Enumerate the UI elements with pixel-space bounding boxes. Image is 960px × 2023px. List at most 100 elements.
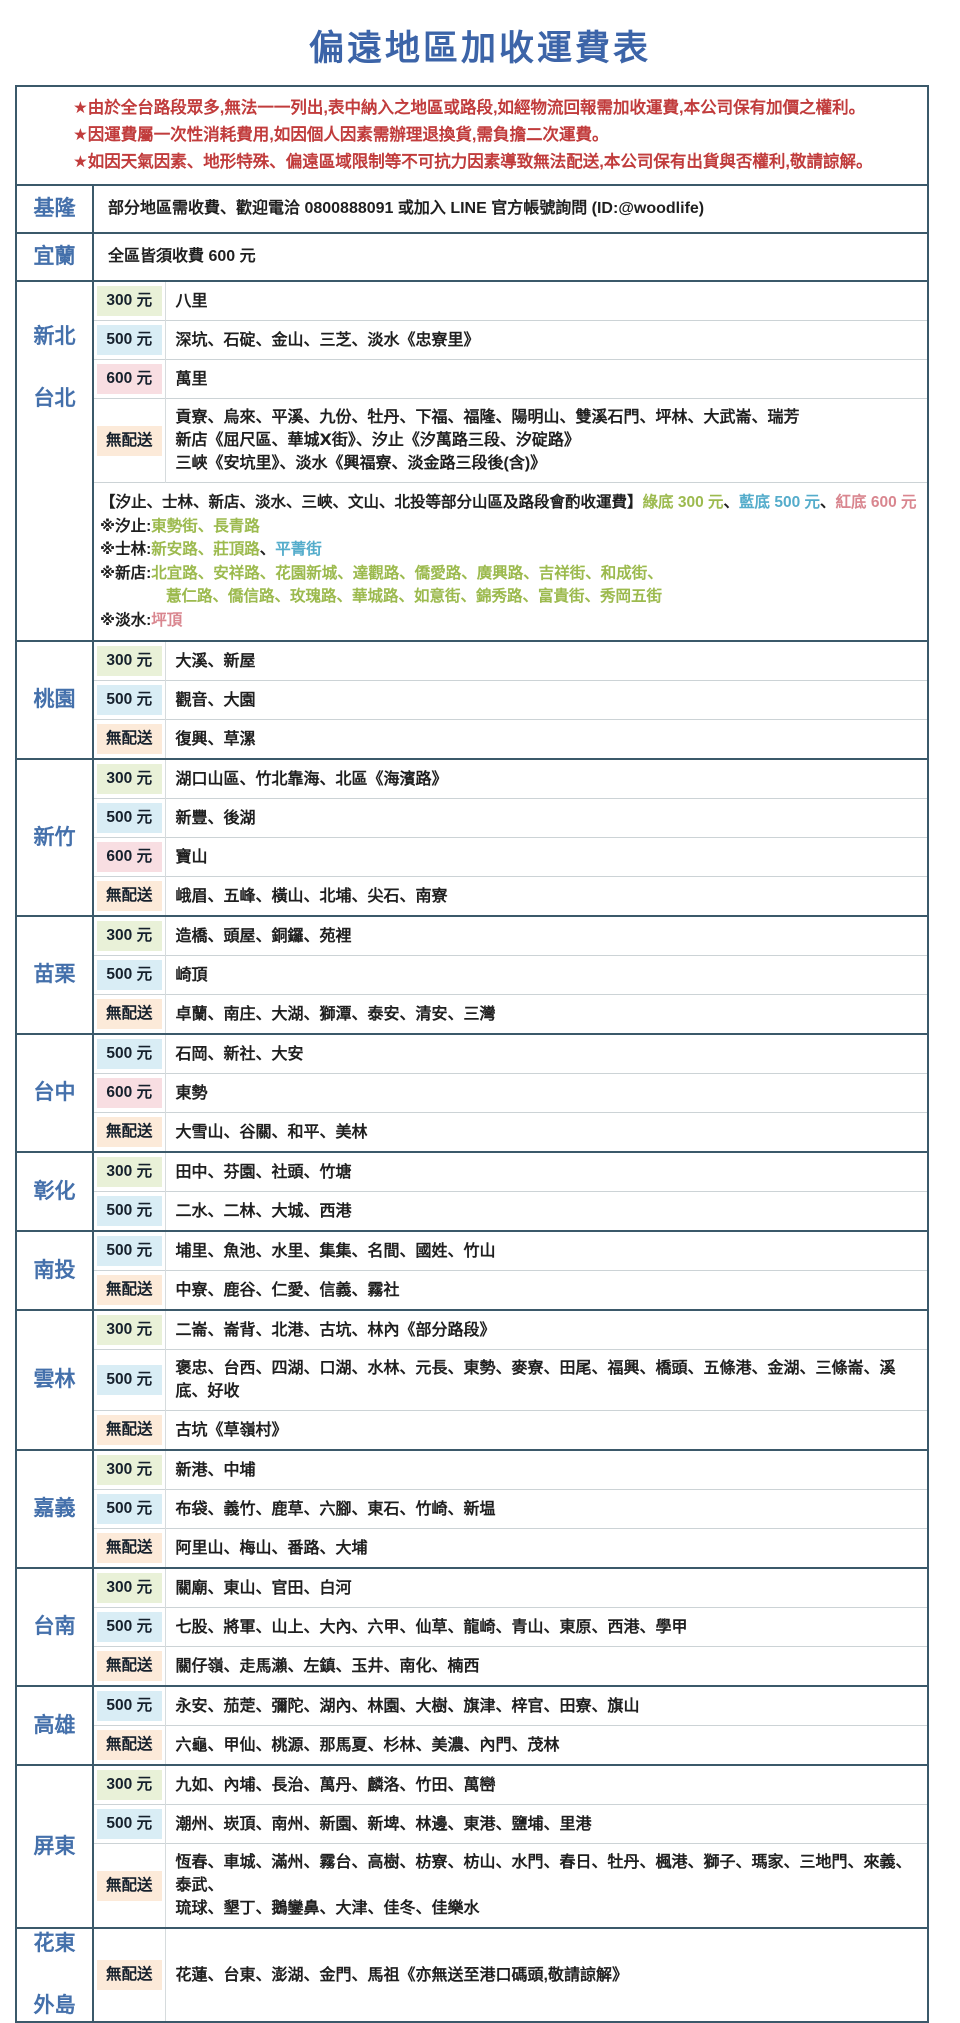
region-label-text: 基隆 [33,197,76,220]
table-row: 無配送 阿里山、梅山、番路、大埔 [16,1528,928,1568]
table-row: 屏東 300 元九如、內埔、長治、萬丹、麟洛、竹田、萬巒 [16,1764,928,1928]
fee-badge-300: 300 元 [97,921,162,951]
table-row: 基隆 部分地區需收費、歡迎電洽 0800888091 或加入 LINE 官方帳號詢… [16,184,928,233]
region-info-text: 全區皆須收費 600 元 [93,232,928,281]
region-label-text: 彰化 [33,1179,76,1203]
fee-badge-300: 300 元 [97,1573,162,1603]
fee-badge-600: 600 元 [97,364,162,394]
surcharge-note-line: 【汐止、士林、新店、淡水、三峽、文山、北投等部分山區及路段會酌收運費】綠底 30… [100,491,921,515]
fee-cell: 無配送 [93,1843,165,1928]
table-row: 無配送 大雪山、谷關、和平、美林 [16,1112,928,1152]
note-segment-dark: 、 [820,494,836,511]
region-label: 嘉義 [16,1449,94,1568]
area-line: 貢寮、烏來、平溪、九份、牡丹、下福、福隆、陽明山、雙溪石門、坪林、大武崙、瑞芳 [175,409,800,426]
area-line: 七股、將軍、山上、大內、六甲、仙草、龍崎、青山、東原、西港、學甲 [175,1618,688,1636]
note-segment-green: 薏仁路、僑信路、玫瑰路、華城路、如意街、錦秀路、富貴街、秀岡五街 [166,588,663,605]
notes-row: ★由於全台路段眾多,無法一一列出,表中納入之地區或路段,如經物流回報需加收運費,… [16,85,928,185]
region-label-text: 宜蘭 [33,245,76,268]
table-row: 500 元褒忠、台西、四湖、口湖、水林、元長、東勢、麥寮、田尾、福興、橋頭、五條… [16,1349,928,1411]
region-label: 花東 外島 [16,1927,94,2022]
table-row: 南投 500 元埔里、魚池、水里、集集、名間、國姓、竹山 [16,1230,928,1310]
fee-badge-300: 300 元 [97,286,162,316]
note-segment-dark: ※新店: [100,564,152,582]
area-list: 崎頂 [164,955,928,995]
area-line: 新港、中埔 [175,1461,256,1479]
fee-cell: 300 元 [93,280,165,321]
note-segment-green: 東勢街、長青路 [151,517,260,535]
area-line: 永安、茄萣、彌陀、湖內、林園、大樹、旗津、梓官、田寮、旗山 [175,1697,640,1715]
area-line: 大溪、新屋 [175,652,256,670]
fee-cell: 500 元 [93,1685,165,1726]
region-label-text: 高雄 [33,1713,76,1737]
area-list: 卓蘭、南庄、大湖、獅潭、泰安、清安、三灣 [164,994,928,1034]
area-list: 觀音、大園 [164,680,928,720]
area-line: 崎頂 [175,966,208,984]
table-row: 新北 台北 300 元八里 [16,280,928,641]
region-label-text: 屏東 [33,1834,76,1858]
table-row: 600 元萬里 [16,359,928,399]
area-line: 造橋、頭屋、銅鑼、苑裡 [175,927,352,945]
area-line: 布袋、義竹、鹿草、六腳、東石、竹崎、新塭 [175,1500,496,1518]
table-row: 無配送 中寮、鹿谷、仁愛、信義、霧社 [16,1270,928,1310]
area-line: 大雪山、谷關、和平、美林 [175,1123,368,1141]
area-list: 深坑、石碇、金山、三芝、淡水《忠寮里》 [164,320,928,360]
table-row: 500 元七股、將軍、山上、大內、六甲、仙草、龍崎、青山、東原、西港、學甲 [16,1607,928,1647]
fee-cell: 無配送 [93,1270,165,1310]
area-list: 大雪山、谷關、和平、美林 [164,1112,928,1152]
area-line: 潮州、崁頂、南州、新園、新埤、林邊、東港、鹽埔、里港 [175,1815,592,1833]
region-label-text: 台中 [33,1081,76,1104]
area-line: 峨眉、五峰、橫山、北埔、尖石、南寮 [175,887,448,905]
area-list: 中寮、鹿谷、仁愛、信義、霧社 [164,1270,928,1310]
area-list: 東勢 [164,1073,928,1113]
no-delivery-badge: 無配送 [97,1117,162,1147]
area-line: 埔里、魚池、水里、集集、名間、國姓、竹山 [175,1242,496,1260]
area-list: 石岡、新社、大安 [164,1033,928,1074]
region-label-text: 台北 [33,387,76,410]
fee-badge-300: 300 元 [97,1315,162,1345]
table-row: 無配送 峨眉、五峰、橫山、北埔、尖石、南寮 [16,876,928,916]
region-label-text: 雲林 [33,1368,76,1391]
fee-cell: 300 元 [93,758,165,799]
area-list: 新豐、後湖 [164,798,928,838]
area-list: 恆春、車城、滿州、霧台、高樹、枋寮、枋山、水門、春日、牡丹、楓港、獅子、瑪家、三… [164,1843,928,1928]
table-row: 600 元東勢 [16,1073,928,1113]
fee-cell: 無配送 [93,398,165,483]
area-line: 東勢 [175,1084,208,1102]
table-row: 無配送 六龜、甲仙、桃源、那馬夏、杉林、美濃、內門、茂林 [16,1725,928,1765]
region-label: 南投 [16,1230,94,1310]
note-segment-dark: ※淡水: [100,611,152,629]
area-line: 八里 [175,292,208,310]
fee-cell: 600 元 [93,1073,165,1113]
note-segment-dark: 、 [723,494,740,511]
fee-cell: 500 元 [93,1804,165,1844]
area-list: 復興、草漯 [164,719,928,759]
area-list: 湖口山區、竹北靠海、北區《海濱路》 [164,758,928,799]
region-label: 新北 台北 [16,280,94,641]
area-list: 七股、將軍、山上、大內、六甲、仙草、龍崎、青山、東原、西港、學甲 [164,1607,928,1647]
table-row: 500 元崎頂 [16,955,928,995]
no-delivery-badge: 無配送 [97,425,162,456]
fee-cell: 500 元 [93,320,165,360]
table-row: 高雄 500 元永安、茄萣、彌陀、湖內、林園、大樹、旗津、梓官、田寮、旗山 [16,1685,928,1765]
fee-cell: 500 元 [93,680,165,720]
table-row: 無配送 恆春、車城、滿州、霧台、高樹、枋寮、枋山、水門、春日、牡丹、楓港、獅子、瑪… [16,1843,928,1928]
fee-cell: 300 元 [93,1567,165,1608]
table-row: 桃園 300 元大溪、新屋 [16,640,928,759]
note-segment-green: 綠底 300 元 [642,494,724,511]
fee-cell: 無配送 [93,1410,165,1450]
area-line: 二崙、崙背、北港、古坑、林內《部分路段》 [175,1321,496,1339]
no-delivery-badge: 無配送 [97,1651,162,1681]
fee-badge-500: 500 元 [97,1196,162,1226]
region-label: 宜蘭 [16,232,94,281]
fee-cell: 無配送 [93,1528,165,1568]
fee-cell: 300 元 [93,1151,165,1192]
area-list: 九如、內埔、長治、萬丹、麟洛、竹田、萬巒 [164,1764,928,1805]
fee-badge-300: 300 元 [97,1157,162,1187]
area-list: 埔里、魚池、水里、集集、名間、國姓、竹山 [164,1230,928,1271]
area-list: 造橋、頭屋、銅鑼、苑裡 [164,915,928,956]
surcharge-note-line: ※汐止:東勢街、長青路 [100,515,921,539]
fee-cell: 500 元 [93,1191,165,1231]
table-row: 500 元布袋、義竹、鹿草、六腳、東石、竹崎、新塭 [16,1489,928,1529]
region-label: 基隆 [16,184,94,233]
area-line: 琉球、墾丁、鵝鑾鼻、大津、佳冬、佳樂水 [175,1900,480,1917]
